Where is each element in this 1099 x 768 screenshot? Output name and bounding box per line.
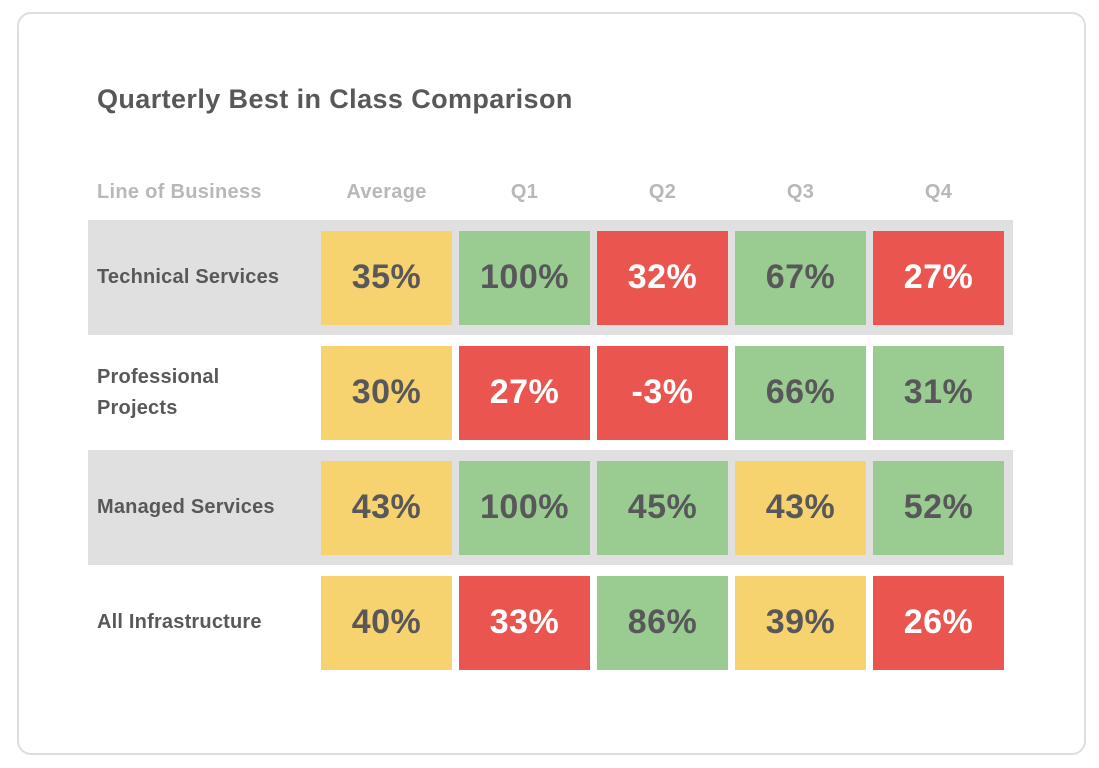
column-header: Q3: [786, 180, 815, 203]
row-label: All Infrastructure: [97, 611, 262, 633]
value-cell: 45%: [597, 460, 728, 555]
value-cell: 39%: [735, 575, 866, 670]
table-row: Professional Projects 30% 27% -3% 66% 31%: [88, 335, 1013, 450]
report-card: Quarterly Best in Class Comparison Line …: [17, 12, 1086, 755]
value-cell: -3%: [597, 345, 728, 440]
table-row: Technical Services 35% 100% 32% 67% 27%: [88, 220, 1013, 335]
column-header: Q4: [924, 180, 953, 203]
value-cell: 35%: [321, 230, 452, 325]
value-cell: 100%: [459, 460, 590, 555]
table-body: Technical Services 35% 100% 32% 67% 27% Prof…: [88, 220, 1013, 680]
value-cell: 40%: [321, 575, 452, 670]
value-cell: 86%: [597, 575, 728, 670]
table-header: Line of Business Average Q1 Q2 Q3 Q4: [88, 172, 1013, 212]
value-cell: 67%: [735, 230, 866, 325]
column-header: Q2: [648, 180, 677, 203]
column-header: Line of Business: [97, 180, 262, 203]
value-cell: 52%: [873, 460, 1004, 555]
value-cell: 33%: [459, 575, 590, 670]
table-row: All Infrastructure 40% 33% 86% 39% 26%: [88, 565, 1013, 680]
value-cell: 43%: [735, 460, 866, 555]
table-row: Managed Services 43% 100% 45% 43% 52%: [88, 450, 1013, 565]
column-header: Average: [346, 180, 427, 203]
column-header: Q1: [510, 180, 539, 203]
value-cell: 66%: [735, 345, 866, 440]
row-label: Technical Services: [97, 266, 280, 288]
value-cell: 26%: [873, 575, 1004, 670]
row-label: Professional Projects: [97, 365, 220, 419]
value-cell: 32%: [597, 230, 728, 325]
value-cell: 43%: [321, 460, 452, 555]
row-label: Managed Services: [97, 496, 275, 518]
page-title: Quarterly Best in Class Comparison: [97, 84, 573, 114]
value-cell: 30%: [321, 345, 452, 440]
value-cell: 27%: [873, 230, 1004, 325]
value-cell: 100%: [459, 230, 590, 325]
value-cell: 31%: [873, 345, 1004, 440]
value-cell: 27%: [459, 345, 590, 440]
